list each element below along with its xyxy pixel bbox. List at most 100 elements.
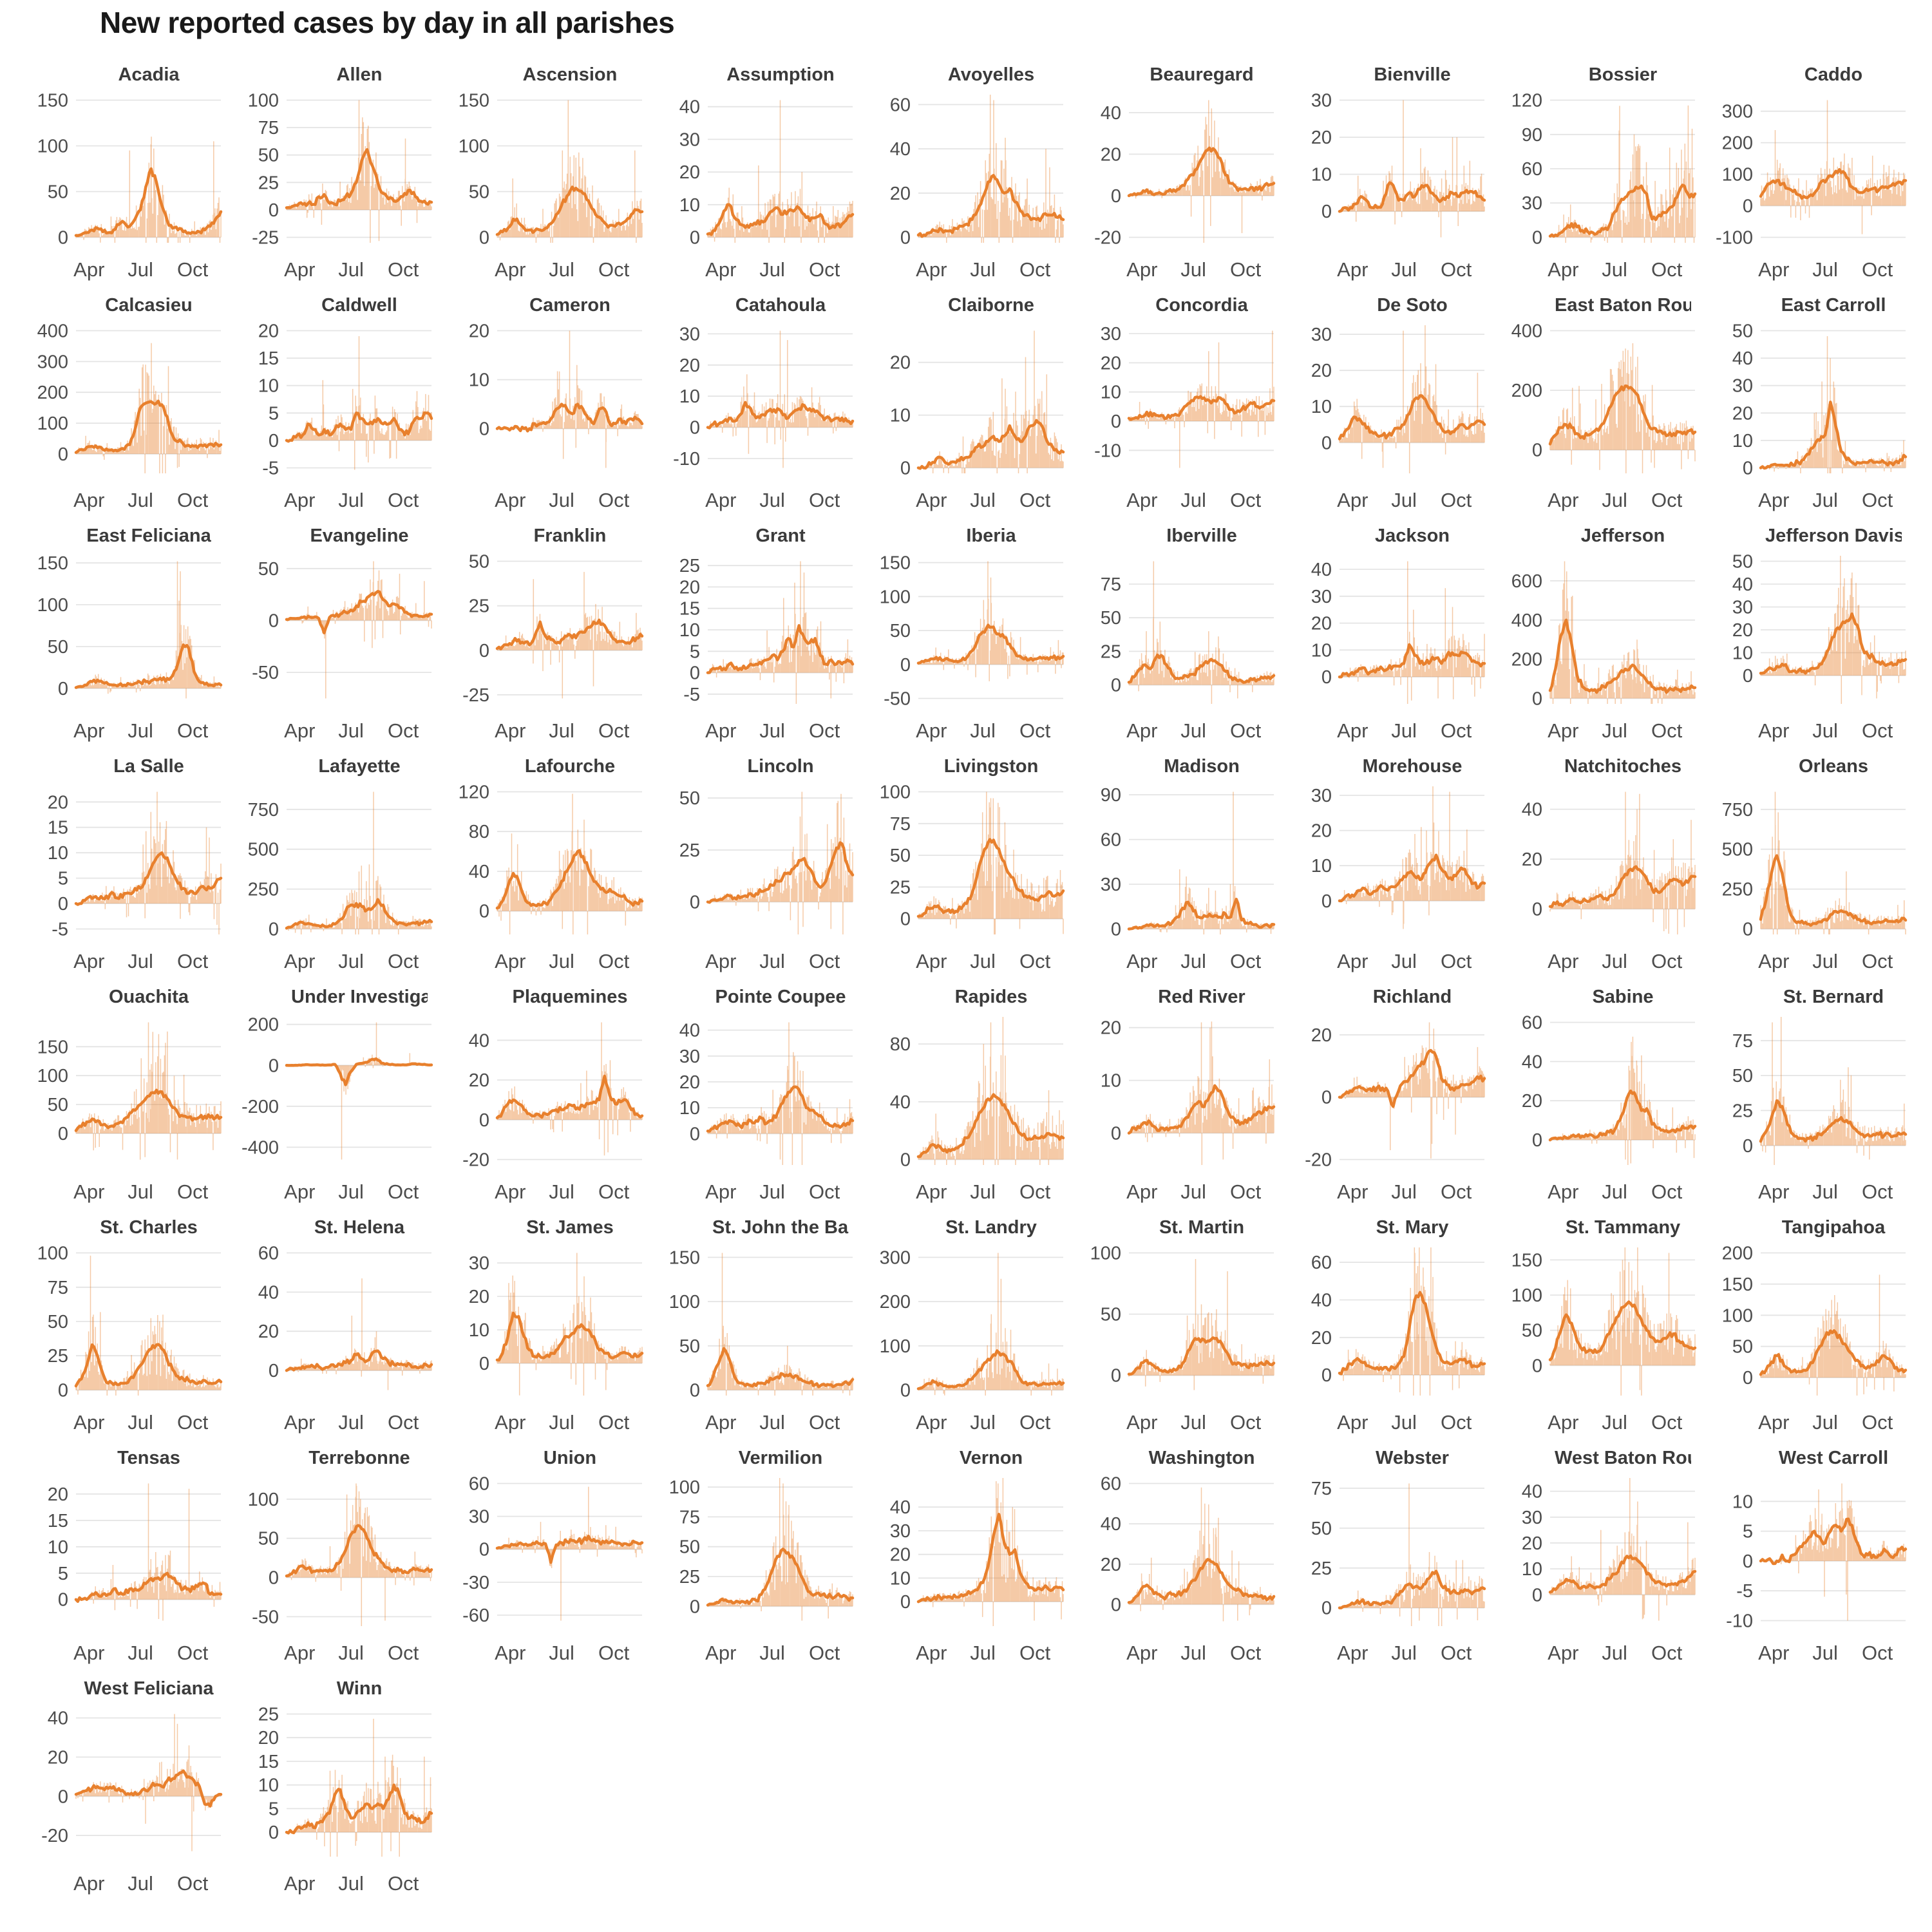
y-tick-label: 10 [48,843,68,864]
smoothed-line [1338,1291,1486,1376]
x-tick-label: Oct [1019,1642,1051,1664]
y-tick-label: 5 [269,403,279,424]
x-tick-label: Jul [549,489,574,511]
y-tick-label: 20 [890,1545,911,1566]
y-tick-label: 40 [469,1030,489,1051]
smoothed-line [495,402,644,433]
y-tick-label: 20 [679,577,700,598]
subplot-title: Avoyelles [947,64,1035,85]
y-tick-label: 40 [890,1497,911,1518]
x-tick-label: Apr [1548,1411,1578,1434]
x-tick-label: Apr [1758,258,1789,281]
daily-bars [1129,1021,1274,1165]
x-tick-label: Apr [1126,258,1157,281]
daily-bars [1760,1017,1906,1165]
x-tick-label: Oct [1441,1411,1472,1434]
x-tick-label: Jul [1602,258,1627,281]
x-tick-label: Apr [73,1411,104,1434]
x-tick-label: Apr [1126,950,1157,972]
y-tick-label: 120 [459,782,489,803]
smoothed-line [74,167,223,238]
y-tick-label: 0 [58,444,68,465]
y-tick-label: 250 [1722,880,1753,900]
y-tick-label: 60 [1101,1474,1121,1495]
smoothed-line [74,643,223,689]
y-tick-label: 0 [1532,900,1542,920]
x-tick-label: Apr [1548,1642,1578,1664]
x-tick-label: Apr [73,258,104,281]
parish-subplot: West Carroll -10 -5 0 5 10 Apr Jul Oct [1704,1444,1915,1675]
y-tick-label: 0 [1532,228,1542,249]
y-tick-label: 0 [1743,920,1753,940]
y-tick-label: 20 [469,1287,489,1307]
y-tick-label: 10 [890,406,911,426]
y-tick-label: 0 [1111,412,1121,432]
x-tick-label: Oct [1019,489,1051,511]
parish-subplot: Ascension 0 50 100 150 Apr Jul Oct [440,61,651,292]
subplot-canvas: 0 20 40 Apr Jul Oct [1522,791,1697,972]
x-tick-label: Apr [1337,489,1368,511]
subplot-title: West Carroll [1778,1448,1889,1468]
x-tick-label: Oct [1019,1411,1051,1434]
daily-bars [292,336,432,470]
x-tick-label: Apr [1548,719,1578,742]
x-tick-label: Jul [1180,1411,1206,1434]
subplot-canvas: -20 0 20 40 Apr Jul Oct [1094,100,1276,281]
x-tick-label: Oct [598,950,630,972]
y-tick-label: 0 [1321,202,1332,222]
x-tick-label: Jul [1812,258,1838,281]
charts-grid: Acadia 0 50 100 150 Apr Jul Oct Allen -25 0 25 50 75 1… [19,61,1915,1906]
y-tick-label: -20 [462,1150,489,1171]
y-tick-label: 20 [890,353,911,374]
x-tick-label: Apr [284,1411,315,1434]
subplot-title: Richland [1372,987,1452,1007]
parish-subplot: Lafourche 0 40 80 120 Apr Jul Oct [440,753,651,983]
y-tick-label: 0 [269,200,279,221]
daily-bars [286,561,432,699]
x-tick-label: Jul [970,489,996,511]
daily-bars [1128,561,1274,704]
x-tick-label: Apr [916,489,947,511]
smoothed-line [285,1057,433,1086]
x-tick-label: Apr [916,950,947,972]
parish-subplot: St. Helena 0 20 40 60 Apr Jul Oct [230,1214,440,1444]
subplot-canvas: 0 50 100 Apr Jul Oct [1090,1244,1276,1434]
subplot-canvas: -10 0 10 20 30 Apr Jul Oct [673,324,855,511]
smoothed-line [706,203,855,236]
subplot-title: St. Landry [945,1217,1037,1238]
y-tick-label: 100 [880,782,911,803]
x-tick-label: Apr [1758,950,1789,972]
x-tick-label: Apr [1337,1642,1368,1664]
y-tick-label: 20 [1311,614,1332,634]
y-tick-label: 5 [58,1564,68,1584]
subplot-canvas: 0 10 20 30 40 Apr Jul Oct [1311,560,1486,742]
y-tick-label: 200 [248,1015,279,1036]
y-tick-label: 30 [1311,587,1332,607]
subplot-title: St. Helena [314,1217,405,1238]
y-tick-label: -50 [884,689,911,710]
x-tick-label: Apr [495,950,526,972]
x-tick-label: Jul [970,1411,996,1434]
y-tick-label: -10 [1726,1611,1753,1632]
subplot-canvas: -5 0 5 10 15 20 Apr Jul Oct [48,791,223,972]
subplot-title: Jackson [1374,526,1450,546]
subplot-title: Ascension [522,64,618,85]
x-tick-label: Apr [705,258,736,281]
y-tick-label: 25 [258,173,279,193]
y-tick-label: 30 [890,1521,911,1542]
x-tick-label: Oct [1651,719,1683,742]
x-tick-label: Oct [177,1180,209,1203]
y-tick-label: 0 [1532,689,1542,710]
subplot-canvas: 0 25 50 75 Apr Jul Oct [1311,1479,1486,1664]
y-tick-label: 10 [469,370,489,391]
smoothed-line [916,623,1065,665]
y-tick-label: 0 [1532,1356,1542,1376]
y-tick-label: 50 [679,1537,700,1558]
daily-bars [529,330,643,468]
y-tick-label: 10 [1732,1492,1753,1512]
y-tick-label: 20 [48,1747,68,1768]
x-tick-label: Oct [1230,719,1262,742]
y-tick-label: 0 [1111,676,1121,696]
subplot-canvas: 0 10 20 30 Apr Jul Oct [1311,91,1486,281]
